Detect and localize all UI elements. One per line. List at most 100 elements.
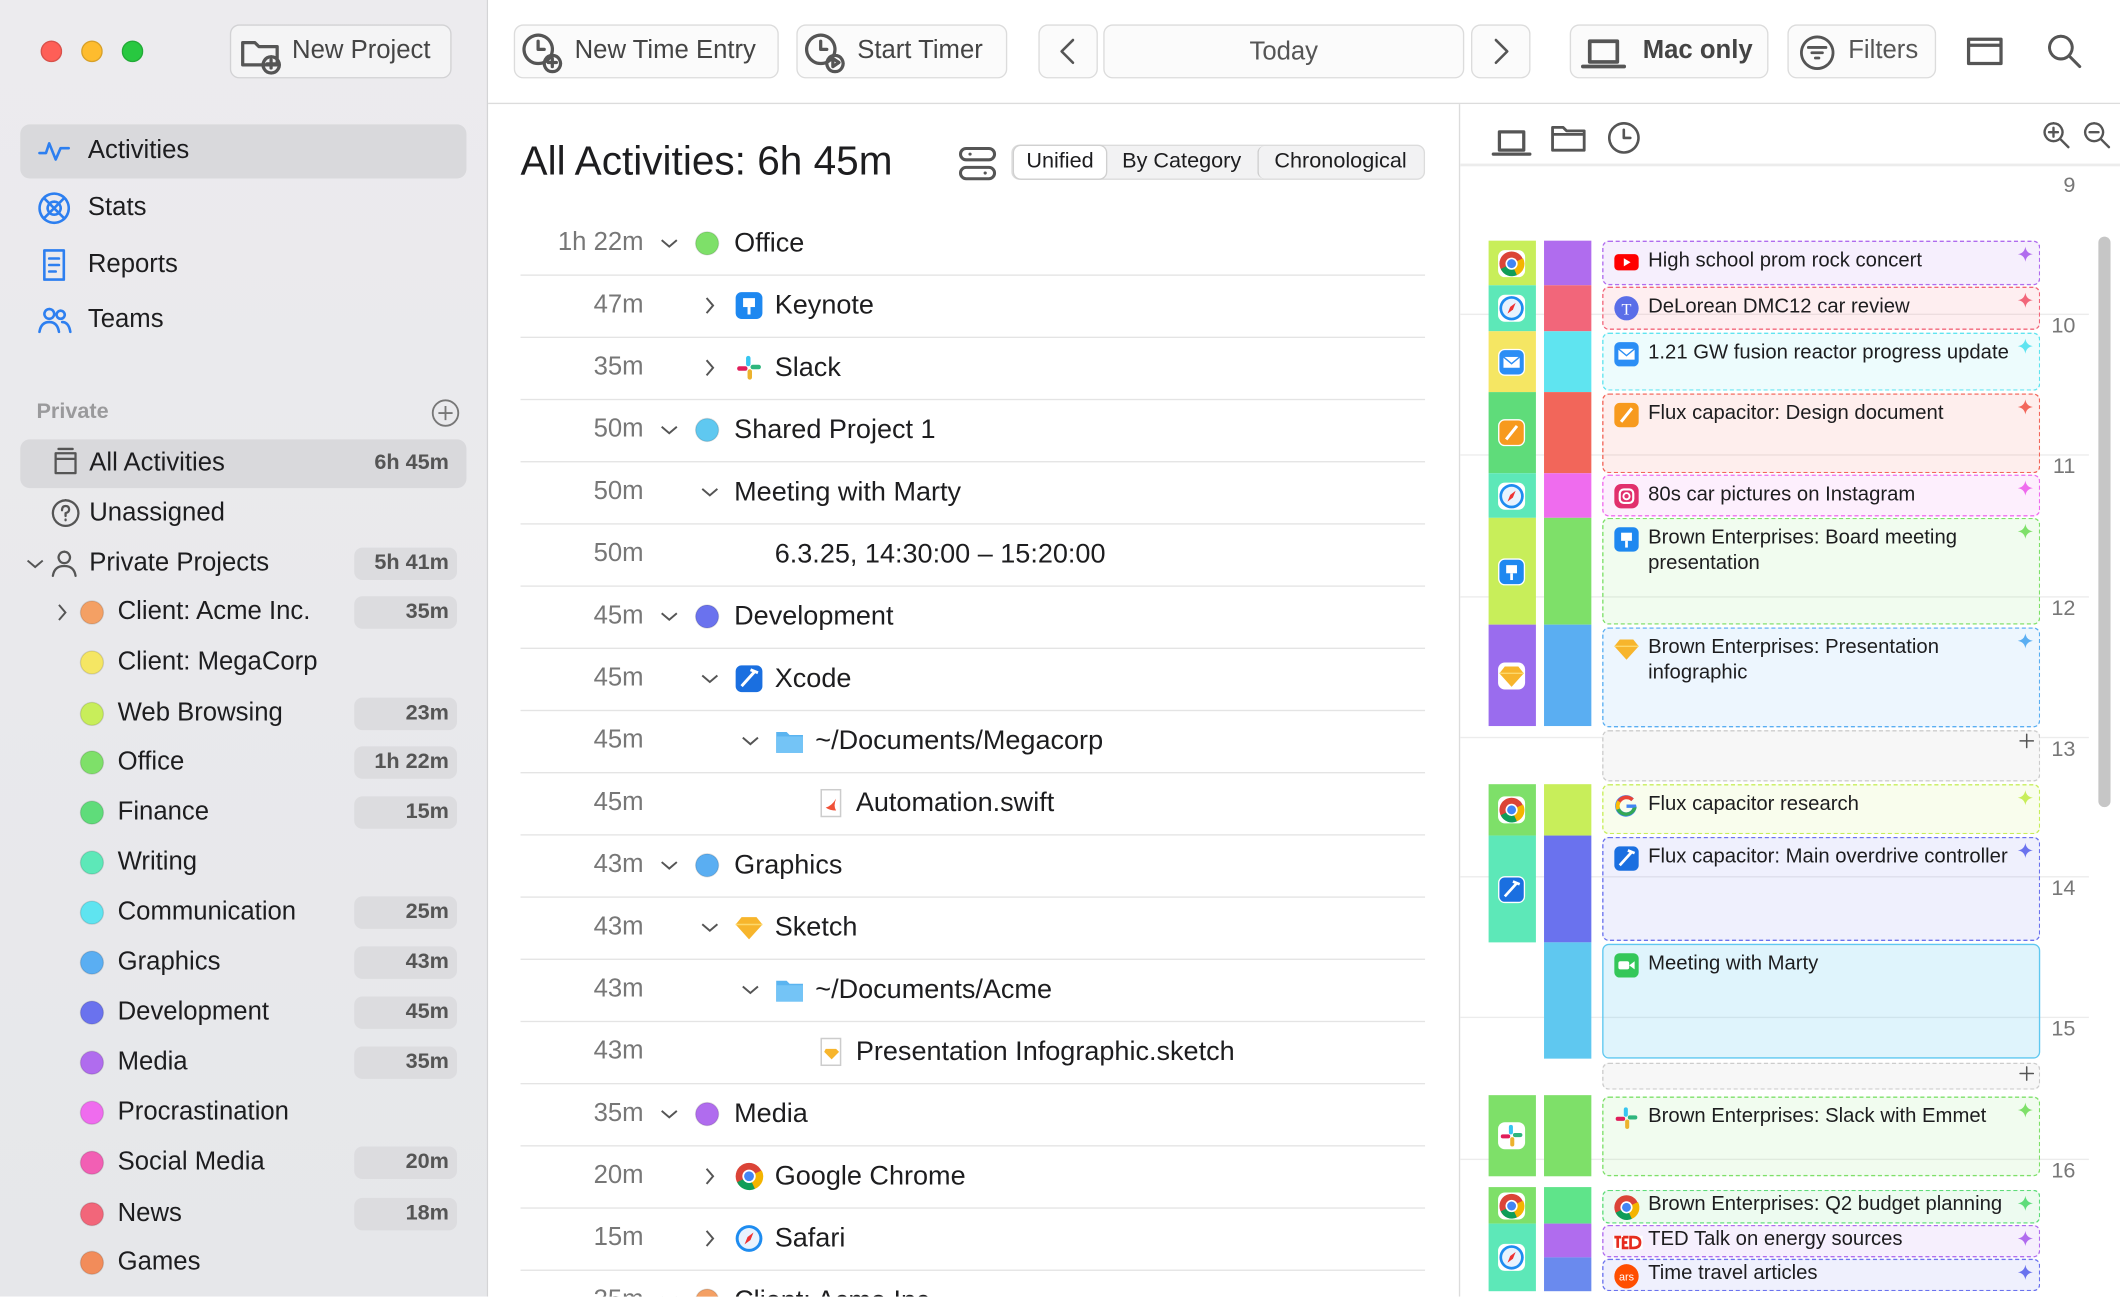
time-entry[interactable] bbox=[1602, 1096, 2041, 1177]
disclosure-chevron bbox=[58, 604, 67, 621]
sidebar-item[interactable]: Unassigned bbox=[89, 498, 225, 528]
view-option[interactable]: Unified bbox=[1014, 146, 1106, 179]
nav-item[interactable]: Activities bbox=[87, 136, 190, 165]
disclosure-chevron bbox=[705, 297, 715, 314]
time-entry[interactable] bbox=[1602, 1189, 2041, 1224]
row-label[interactable]: Sketch bbox=[774, 912, 858, 943]
project-item[interactable]: Media bbox=[117, 1047, 188, 1077]
row-label[interactable]: Media bbox=[734, 1099, 808, 1129]
project-item[interactable]: Client: Acme Inc. bbox=[117, 597, 311, 626]
row-separator bbox=[520, 1207, 1426, 1209]
row-label[interactable]: Xcode bbox=[774, 663, 852, 694]
row-duration: 35m bbox=[593, 352, 644, 382]
disclosure-chevron bbox=[742, 985, 759, 995]
entry-label: Flux capacitor: Main overdrive controlle… bbox=[1648, 845, 2008, 869]
project-item[interactable]: News bbox=[117, 1199, 182, 1228]
row-label[interactable]: 6.3.25, 14:30:00 – 15:20:00 bbox=[774, 539, 1106, 570]
empty-slot[interactable] bbox=[1602, 1062, 2041, 1090]
view-toggle-icon bbox=[959, 146, 996, 181]
row-label[interactable]: Automation.swift bbox=[855, 788, 1055, 818]
nav-item[interactable]: Stats bbox=[87, 193, 147, 222]
row-label[interactable]: Client: Acme Inc. bbox=[734, 1283, 937, 1297]
previous-day-button[interactable] bbox=[1038, 24, 1098, 79]
entry-label: Brown Enterprises: Slack with Emmet bbox=[1648, 1104, 1987, 1128]
time-entry[interactable] bbox=[1602, 1224, 2041, 1258]
project-item[interactable]: Writing bbox=[117, 847, 198, 877]
ai-suggestion-icon bbox=[2017, 480, 2033, 496]
device-filter-button[interactable] bbox=[1569, 24, 1769, 79]
time-entry[interactable] bbox=[1602, 332, 2041, 391]
sidebar-item[interactable]: All Activities bbox=[89, 448, 225, 478]
project-item[interactable]: Communication bbox=[117, 897, 297, 927]
project-item[interactable]: Client: MegaCorp bbox=[117, 647, 318, 677]
project-item[interactable]: Graphics bbox=[117, 947, 221, 977]
time-pill: 23m bbox=[354, 697, 457, 731]
row-label[interactable]: Slack bbox=[774, 352, 841, 383]
row-label[interactable]: Graphics bbox=[734, 850, 843, 881]
time-entry[interactable] bbox=[1602, 1258, 2041, 1292]
row-label[interactable]: Shared Project 1 bbox=[734, 415, 936, 445]
new-time-entry-button[interactable] bbox=[513, 24, 779, 79]
nav-selection bbox=[20, 124, 467, 179]
time-entry[interactable] bbox=[1602, 784, 2041, 835]
time-entry[interactable] bbox=[1602, 517, 2041, 625]
time-entry[interactable] bbox=[1602, 943, 2041, 1059]
entry-app-icon bbox=[1614, 1195, 1640, 1220]
project-item[interactable]: Finance bbox=[117, 797, 210, 827]
app-icon bbox=[1498, 419, 1526, 447]
disclosure-chevron bbox=[661, 239, 678, 248]
row-duration: 45m bbox=[593, 663, 644, 693]
hour-label: 16 bbox=[2051, 1160, 2076, 1184]
tray-icon bbox=[54, 447, 77, 475]
time-pill: 45m bbox=[354, 996, 457, 1029]
new-project-button[interactable] bbox=[229, 24, 452, 79]
window-control[interactable] bbox=[40, 40, 63, 63]
row-duration: 50m bbox=[593, 415, 644, 444]
nav-item[interactable]: Teams bbox=[87, 305, 164, 334]
window-control[interactable] bbox=[121, 40, 144, 63]
window-control[interactable] bbox=[81, 40, 103, 63]
project-item[interactable]: Social Media bbox=[117, 1147, 265, 1177]
row-label[interactable]: Presentation Infographic.sketch bbox=[855, 1037, 1235, 1067]
project-item[interactable]: Procrastination bbox=[117, 1097, 289, 1127]
project-item[interactable]: Office bbox=[117, 747, 185, 777]
app-icon bbox=[1498, 294, 1526, 322]
row-label[interactable]: Development bbox=[734, 601, 894, 632]
row-label[interactable]: ~/Documents/Megacorp bbox=[815, 726, 1104, 756]
view-option[interactable]: By Category bbox=[1122, 150, 1242, 174]
hour-grid-line bbox=[1460, 454, 2089, 456]
row-label[interactable]: Meeting with Marty bbox=[734, 477, 962, 508]
row-label[interactable]: Office bbox=[734, 228, 805, 259]
time-entry[interactable] bbox=[1602, 836, 2041, 942]
empty-slot[interactable] bbox=[1602, 730, 2041, 782]
row-label[interactable]: ~/Documents/Acme bbox=[815, 974, 1052, 1005]
row-separator bbox=[520, 398, 1426, 401]
folder-view-button bbox=[1551, 125, 1586, 152]
zoom-out-button bbox=[2084, 122, 2111, 149]
row-label[interactable]: Safari bbox=[774, 1223, 846, 1254]
row-label[interactable]: Google Chrome bbox=[774, 1161, 966, 1192]
ai-suggestion-icon bbox=[2017, 292, 2033, 308]
nav-item[interactable]: Reports bbox=[87, 250, 178, 279]
project-color-dot bbox=[79, 1000, 105, 1025]
project-item[interactable]: Development bbox=[117, 997, 269, 1027]
app-icon bbox=[1498, 1191, 1526, 1219]
app-icon bbox=[1498, 1122, 1526, 1150]
row-label[interactable]: Keynote bbox=[774, 290, 874, 321]
time-entry[interactable] bbox=[1602, 393, 2041, 474]
project-item[interactable]: Web Browsing bbox=[117, 699, 283, 728]
time-entry[interactable] bbox=[1602, 627, 2041, 728]
hour-grid-line bbox=[1460, 596, 2089, 598]
page-title: All Activities: 6h 45m bbox=[520, 139, 893, 184]
sidebar-item[interactable]: Private Projects bbox=[89, 548, 270, 578]
app-icon bbox=[1498, 249, 1526, 277]
time-entry[interactable] bbox=[1602, 240, 2041, 286]
next-day-button[interactable] bbox=[1471, 24, 1531, 79]
project-item[interactable]: Games bbox=[117, 1247, 201, 1277]
view-option[interactable]: Chronological bbox=[1257, 146, 1422, 179]
time-pill: 18m bbox=[354, 1197, 457, 1231]
time-entry[interactable] bbox=[1602, 286, 2041, 330]
time-entry[interactable] bbox=[1602, 474, 2041, 517]
date-button[interactable]: Today bbox=[1103, 24, 1465, 79]
disclosure-chevron bbox=[26, 559, 44, 569]
